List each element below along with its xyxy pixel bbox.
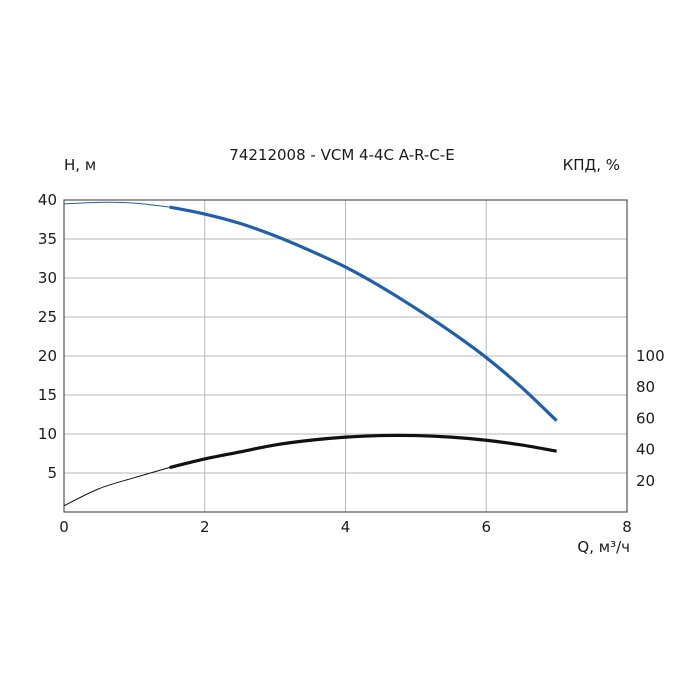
x-axis-label: Q, м³/ч	[577, 538, 630, 556]
y2-tick-label: 80	[636, 378, 655, 396]
x-tick-label: 6	[481, 518, 491, 536]
series-line-efficiency-extended	[63, 467, 170, 507]
y2-tick-label: 40	[636, 441, 655, 459]
x-tick-label: 0	[59, 518, 69, 536]
y-tick-label: 25	[38, 308, 57, 326]
y2-tick-label: 60	[636, 409, 655, 427]
series-line-head-extended	[63, 201, 170, 208]
y-tick-label: 20	[38, 347, 57, 365]
x-tick-label: 8	[622, 518, 632, 536]
y2-tick-label: 20	[636, 472, 655, 490]
x-tick-label: 2	[200, 518, 210, 536]
y-tick-label: 40	[38, 191, 57, 209]
y-tick-label: 35	[38, 230, 57, 248]
y-tick-label: 15	[38, 386, 57, 404]
grid-lines	[64, 200, 627, 512]
series-lines	[63, 201, 558, 507]
y-tick-label: 10	[38, 425, 57, 443]
y2-tick-label: 100	[636, 347, 665, 365]
series-line-efficiency	[169, 433, 557, 470]
y-axis-label: H, м	[64, 156, 96, 174]
y-tick-label: 5	[47, 464, 57, 482]
plot-frame	[63, 199, 628, 513]
y2-tick-labels: 20 40 60 80 100	[636, 347, 665, 490]
x-tick-label: 4	[341, 518, 351, 536]
y-tick-labels: 5 10 15 20 25 30 35 40	[38, 191, 57, 482]
y2-axis-label: КПД, %	[563, 156, 620, 174]
y-tick-label: 30	[38, 269, 57, 287]
x-tick-labels: 0 2 4 6 8	[59, 518, 632, 536]
series-line-head	[169, 205, 558, 422]
chart-title: 74212008 - VCM 4-4C A-R-C-E	[229, 146, 454, 164]
